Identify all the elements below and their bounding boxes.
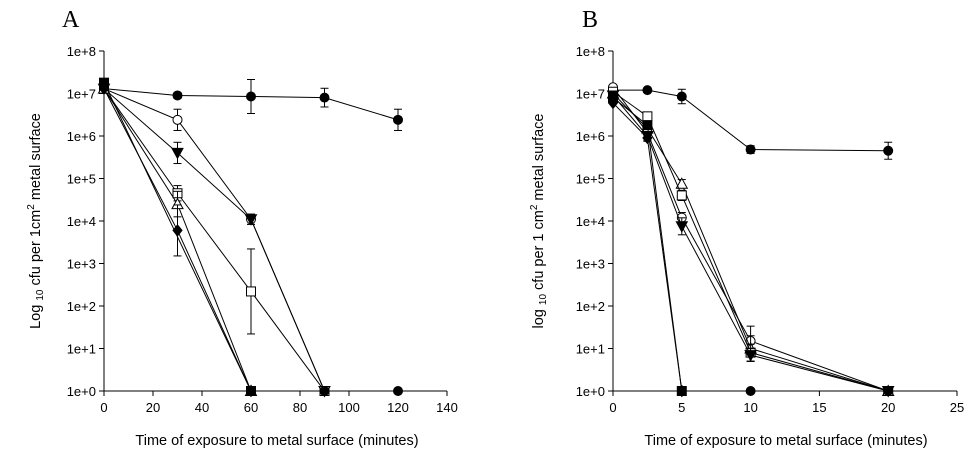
panel-b-series-1 [608, 85, 894, 160]
panel-a-data-point [246, 91, 256, 102]
panel-a-x-tick-label: 40 [195, 400, 209, 415]
panel-a-data-point [172, 90, 183, 101]
panel-a-x-tick-label: 100 [338, 400, 360, 415]
panel-b-y-axis-title-superscript: 2 [529, 204, 540, 210]
panel-b-letter: B [582, 7, 598, 33]
panel-b-y-axis-title-part: metal surface [531, 114, 547, 205]
panel-b-data-point [745, 144, 756, 155]
panel-a-y-tick-label: 1e+6 [67, 129, 96, 144]
panel-a-y-tick-label: 1e+8 [67, 44, 96, 59]
panel-a-series-line [103, 88, 325, 392]
panel-a-data-point [244, 214, 258, 226]
panel-b-y-tick-label: 1e+1 [576, 342, 605, 357]
panel-b-data-point [608, 92, 618, 103]
panel-b-data-point [675, 177, 689, 189]
panel-a-data-point [393, 386, 403, 396]
panel-a-x-tick-label: 80 [293, 400, 307, 415]
panel-b-data-point [642, 111, 653, 122]
panel-a-y-axis-title: Log 10 cfu per 1cm2 metal surface [26, 113, 46, 329]
panel-b-y-axis-title-subscript: 10 [538, 294, 549, 306]
panel-b-y-tick-label: 1e+3 [576, 257, 605, 272]
panel-b-y-tick-label: 1e+7 [576, 87, 605, 102]
panel-b-data-point [642, 120, 653, 131]
panel-a-y-tick-label: 1e+4 [67, 214, 96, 229]
panel-b-x-tick-label: 15 [812, 400, 826, 415]
panel-b-data-point [883, 145, 894, 156]
panel-b-x-tick-label: 20 [881, 400, 895, 415]
panel-a-x-tick-label: 140 [436, 400, 458, 415]
panel-a-data-point [393, 114, 403, 125]
panel-a-y-tick-label: 1e+5 [67, 172, 96, 187]
panel-b-y-tick-label: 1e+8 [576, 44, 605, 59]
panel-a-data-point [319, 386, 330, 396]
panel-b-series-line [613, 89, 889, 152]
panel-a-data-point [171, 147, 184, 160]
panel-a-data-point [319, 92, 330, 103]
panel-b-y-tick-label: 1e+0 [576, 384, 605, 399]
panel-b-data-point [883, 386, 894, 396]
panel-b-x-tick-label: 10 [743, 400, 757, 415]
panel-b-y-tick-label: 1e+4 [576, 214, 605, 229]
panel-b-data-point [642, 85, 653, 96]
panel-a-letter: A [62, 7, 80, 33]
panel-b-y-tick-label: 1e+6 [576, 129, 605, 144]
panel-a-data-point [172, 114, 183, 125]
panel-b-data-point [676, 190, 687, 201]
panel-a-y-tick-label: 1e+0 [67, 384, 96, 399]
panel-b-y-axis-title-part: log [531, 305, 547, 328]
panel-a-data-point [99, 77, 109, 88]
panel-a-series-line [103, 82, 252, 392]
panel-b-x-axis-title: Time of exposure to metal surface (minut… [644, 433, 927, 449]
panel-a-y-axis-title-part: Log [28, 301, 44, 329]
panel-a-series-7 [99, 77, 256, 396]
panel-a-x-tick-label: 120 [387, 400, 409, 415]
panel-b-y-tick-label: 1e+2 [576, 299, 605, 314]
panel-b-series-6 [607, 96, 687, 398]
panel-b-series-8 [745, 386, 894, 396]
panel-a-y-axis-title-subscript: 10 [35, 289, 46, 301]
panel-a-y-tick-label: 1e+3 [67, 257, 96, 272]
panel-b: B Time of exposure to metal surface (min… [529, 7, 964, 449]
panel-b-data-point [676, 91, 687, 102]
panel-a-y-tick-label: 1e+7 [67, 87, 96, 102]
panel-b-data-point [676, 386, 687, 396]
panel-b-y-axis-title: log 10 cfu per 1 cm2 metal surface [529, 114, 549, 329]
panel-b-data-point [745, 386, 756, 396]
panel-a-data-point [246, 286, 256, 297]
panel-b-series-7 [608, 92, 687, 396]
panel-b-x-tick-label: 25 [950, 400, 964, 415]
panel-b-x-tick-label: 0 [609, 400, 616, 415]
panel-a-x-tick-label: 60 [244, 400, 258, 415]
panel-a-series-4 [99, 83, 330, 396]
panel-a-y-tick-label: 1e+1 [67, 342, 96, 357]
panel-a-y-axis-title-part: metal surface [28, 113, 44, 204]
panel-b-y-tick-label: 1e+5 [576, 172, 605, 187]
panel-b-data-point [675, 221, 689, 233]
panel-b-x-tick-label: 5 [678, 400, 685, 415]
panel-b-y-axis-title-part: cfu per 1 cm [531, 210, 547, 294]
panel-a-x-axis-title: Time of exposure to metal surface (minut… [135, 433, 418, 449]
panel-a-y-tick-label: 1e+2 [67, 299, 96, 314]
panel-a-data-point [246, 386, 256, 396]
panel-a-x-tick-label: 20 [146, 400, 160, 415]
panel-a-y-axis-title-part: cfu per 1cm [28, 210, 44, 290]
panel-a-x-tick-label: 0 [100, 400, 107, 415]
panel-b-series-line [612, 102, 683, 392]
panel-a-y-axis-title-superscript: 2 [26, 204, 37, 210]
panel-a-series-1 [99, 78, 403, 131]
panel-a-series-8 [319, 386, 403, 396]
panel-a: A Time of exposure to metal surface (min… [26, 7, 458, 449]
panel-a-series-line [103, 88, 325, 392]
panel-b-data-point [744, 350, 757, 362]
